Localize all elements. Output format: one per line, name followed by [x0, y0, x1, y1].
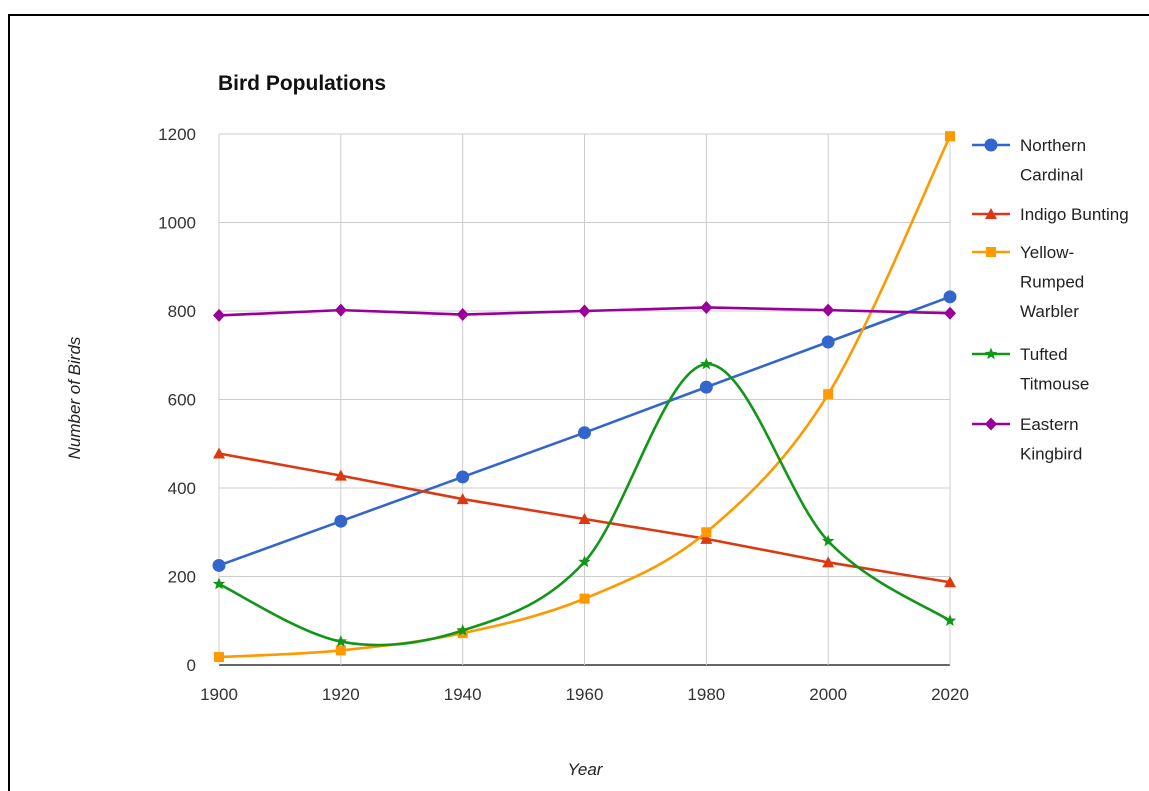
data-point: [578, 555, 591, 568]
data-point: [944, 576, 956, 588]
legend-entry: Eastern Kingbird: [972, 415, 1082, 464]
data-point: [822, 303, 835, 317]
legend-label: Cardinal: [1020, 166, 1083, 185]
data-point: [456, 470, 470, 484]
data-point: [699, 380, 713, 394]
chart-title: Bird Populations: [218, 72, 386, 95]
x-tick-label: 1980: [687, 685, 725, 704]
legend-entry: Northern Cardinal: [972, 136, 1086, 185]
data-point: [700, 300, 713, 314]
y-tick-label: 1200: [158, 125, 196, 144]
x-tick-label: 1940: [444, 685, 482, 704]
data-point: [212, 558, 226, 572]
series-indigo-bunting: [213, 447, 956, 588]
data-point: [456, 308, 469, 322]
data-point: [944, 306, 956, 320]
data-point: [212, 577, 226, 590]
y-tick-label: 200: [168, 568, 196, 587]
x-tick-label: 1960: [566, 685, 604, 704]
chart-frame: [8, 14, 1149, 791]
legend-swatch-marker: [984, 347, 998, 360]
data-point: [943, 290, 957, 304]
series-group: [212, 131, 957, 663]
legend: Northern Cardinal Indigo Bunting Yellow- Rum…: [972, 136, 1129, 464]
data-point: [213, 308, 225, 322]
y-tick-label: 0: [187, 656, 196, 675]
legend-label: Eastern: [1020, 415, 1079, 434]
legend-label: Kingbird: [1020, 445, 1082, 464]
data-point: [945, 131, 955, 142]
y-tick-label: 400: [168, 479, 196, 498]
x-tick-label: 2000: [809, 685, 847, 704]
data-point: [821, 335, 835, 349]
legend-entry: Indigo Bunting: [972, 205, 1129, 224]
legend-swatch-marker: [985, 417, 997, 431]
data-point: [334, 303, 347, 317]
data-point: [578, 426, 591, 440]
legend-entry: Tufted Titmouse: [972, 345, 1089, 394]
y-tick-label: 800: [168, 302, 196, 321]
legend-label: Titmouse: [1020, 375, 1089, 394]
data-point: [822, 556, 835, 568]
grid: [218, 133, 951, 666]
legend-swatch-marker: [984, 138, 998, 152]
data-point: [700, 532, 713, 544]
data-point: [578, 304, 591, 318]
data-point: [213, 447, 225, 459]
y-axis-label: Number of Birds: [65, 336, 84, 459]
legend-entry: Yellow- Rumped Warbler: [972, 243, 1084, 321]
legend-label: Warbler: [1020, 302, 1079, 321]
legend-label: Rumped: [1020, 273, 1084, 292]
legend-label: Indigo Bunting: [1020, 205, 1129, 224]
data-point: [943, 614, 957, 627]
x-tick-label: 2020: [931, 685, 969, 704]
data-point: [334, 469, 347, 481]
x-axis-ticks: 1900 1920 1940 1960 1980 2000 2020: [200, 685, 969, 704]
x-axis-label: Year: [568, 760, 604, 779]
legend-swatch-marker: [986, 247, 996, 257]
y-tick-label: 600: [168, 391, 196, 410]
series-northern-cardinal: [212, 290, 957, 572]
data-point: [334, 635, 348, 647]
data-point: [456, 493, 469, 505]
x-tick-label: 1900: [200, 685, 238, 704]
data-point: [456, 623, 469, 636]
legend-label: Tufted: [1020, 345, 1068, 364]
data-point: [700, 357, 713, 370]
data-point: [821, 534, 835, 547]
legend-swatch-marker: [985, 208, 997, 219]
data-point: [578, 512, 591, 524]
data-point: [823, 389, 834, 400]
data-point: [701, 527, 712, 538]
series-eastern-kingbird: [213, 300, 956, 322]
data-point: [334, 514, 348, 528]
series-tufted-titmouse: [212, 357, 957, 647]
legend-label: Northern: [1020, 136, 1086, 155]
y-axis-ticks: 0 200 400 600 800 1000 1200: [158, 125, 196, 675]
y-tick-label: 1000: [158, 214, 196, 233]
x-tick-label: 1920: [322, 685, 360, 704]
data-point: [335, 645, 346, 656]
data-point: [214, 652, 224, 663]
data-point: [579, 593, 590, 604]
legend-label: Yellow-: [1020, 243, 1074, 262]
